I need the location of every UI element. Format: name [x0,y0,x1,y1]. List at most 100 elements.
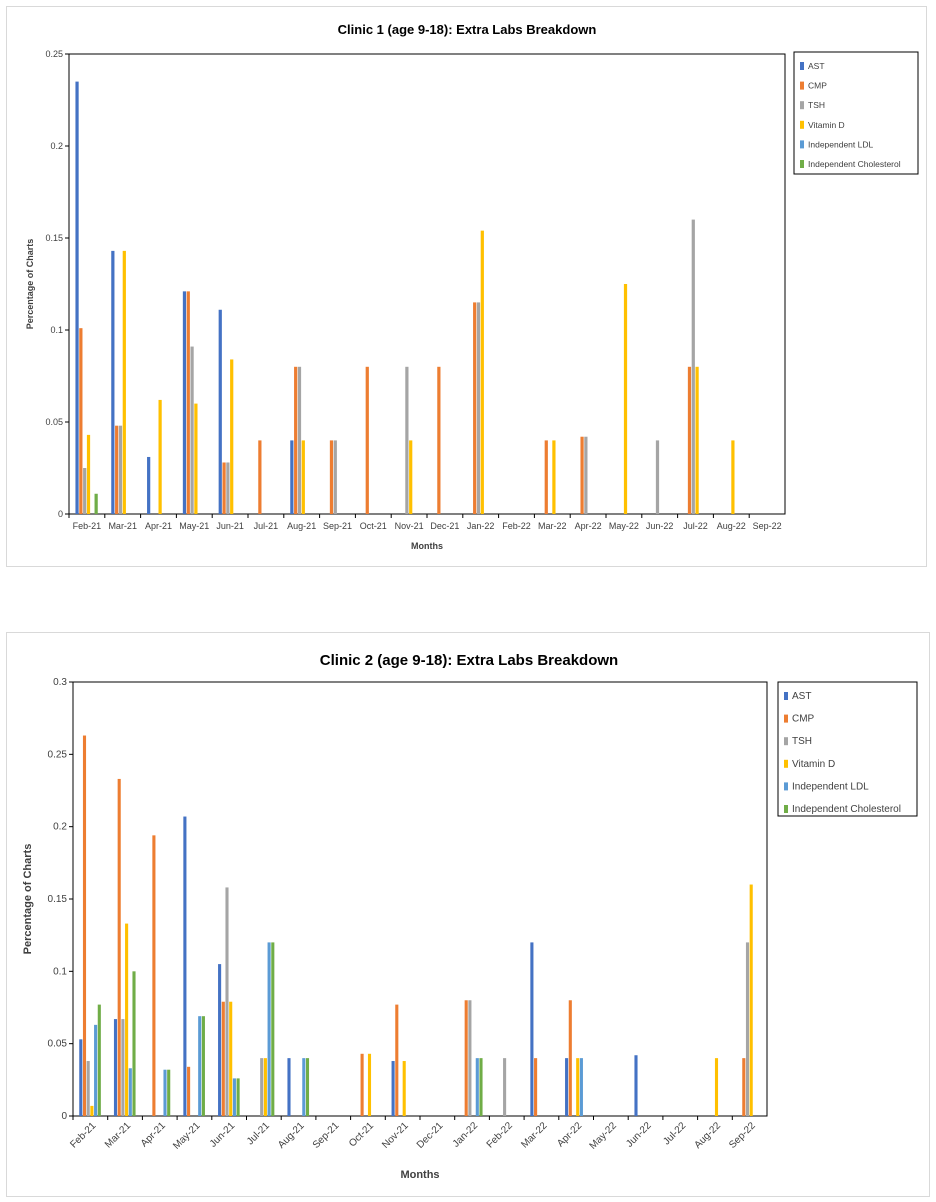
x-tick-label: May-22 [609,521,639,531]
bar-independent-ldl [94,1024,98,1116]
x-tick-label: Feb-22 [485,1120,515,1150]
legend-swatch [784,692,788,700]
bar-cmp [580,436,584,514]
y-axis-label: Percentage of Charts [25,239,35,330]
y-tick-label: 0.05 [45,417,63,427]
bar-tsh [476,302,481,514]
chart-1-svg: Clinic 1 (age 9-18): Extra Labs Breakdow… [25,22,919,551]
x-tick-label: Nov-21 [380,1120,411,1151]
legend-label: Vitamin D [808,120,845,130]
bar-independent-ldl [579,1058,583,1116]
legend-swatch [784,737,788,746]
bar-ast [113,1019,118,1116]
bar-cmp [82,735,87,1116]
bar-vitamin-d [731,440,735,514]
x-tick-label: Jun-22 [624,1120,654,1150]
bar-ast [218,309,222,514]
bar-tsh [655,440,660,514]
bar-cmp [329,440,334,514]
bar-tsh [297,366,302,514]
x-tick-label: Mar-22 [538,521,567,531]
bar-cmp [294,366,298,514]
x-tick-label: Mar-21 [108,521,137,531]
x-tick-label: Mar-21 [103,1120,133,1150]
legend-label: Independent Cholesterol [792,804,901,815]
bar-cmp [437,366,441,514]
x-tick-label: Jul-22 [661,1120,688,1147]
bar-independent-ldl [475,1058,479,1116]
bar-tsh [225,887,229,1116]
legend-label: Vitamin D [792,759,835,770]
bar-ast [182,291,187,514]
bar-vitamin-d [230,359,234,514]
y-tick-label: 0.2 [50,141,63,151]
bar-tsh [468,1000,472,1116]
bar-vitamin-d [552,440,556,514]
bar-cmp [365,366,369,514]
x-tick-label: Jun-22 [646,521,674,531]
y-tick-label: 0.25 [48,749,68,760]
x-tick-label: Nov-21 [395,521,424,531]
bar-vitamin-d [301,440,305,514]
legend-label: Independent LDL [808,139,873,149]
x-tick-label: Jul-22 [683,521,708,531]
legend-label: TSH [792,736,812,747]
x-tick-label: May-21 [171,1120,203,1152]
bar-tsh [83,468,87,514]
bar-independent-cholesterol [201,1016,205,1116]
bar-vitamin-d [480,230,484,514]
bar-independent-cholesterol [97,1004,101,1116]
x-tick-label: Aug-22 [717,521,746,531]
bar-tsh [584,436,588,514]
bar-cmp [258,440,262,514]
x-tick-label: Oct-21 [360,521,387,531]
bar-ast [530,942,534,1116]
bar-tsh [118,425,123,514]
bar-vitamin-d [623,284,628,514]
x-tick-label: Jul-21 [254,521,279,531]
y-tick-label: 0 [58,509,63,519]
bar-vitamin-d [125,923,129,1116]
bar-ast [287,1058,291,1116]
y-tick-label: 0.15 [45,233,63,243]
legend-swatch [800,101,804,110]
bar-tsh [745,942,750,1116]
x-tick-label: Jan-22 [451,1120,481,1150]
x-tick-label: Apr-21 [139,1120,168,1149]
bar-independent-ldl [128,1068,132,1116]
x-axis-label: Months [411,541,443,551]
bar-independent-cholesterol [305,1058,310,1116]
y-tick-label: 0.25 [45,49,63,59]
bar-vitamin-d [194,403,198,514]
x-tick-label: Mar-22 [519,1120,549,1150]
bar-ast [565,1058,569,1116]
bar-cmp [360,1053,364,1116]
y-tick-label: 0.05 [48,1039,68,1050]
bar-vitamin-d [749,884,753,1116]
bar-tsh [226,462,230,514]
legend-swatch [784,782,788,791]
bar-cmp [152,835,156,1116]
bar-vitamin-d [229,1001,233,1116]
x-tick-label: Dec-21 [415,1120,446,1151]
plot-area [68,53,786,515]
bar-vitamin-d [158,399,162,514]
bar-vitamin-d [576,1058,580,1116]
bar-independent-ldl [267,942,271,1116]
bar-cmp [221,1001,225,1116]
x-tick-label: Apr-22 [575,521,602,531]
y-axis-label: Percentage of Charts [22,844,34,955]
x-tick-label: Jun-21 [208,1120,238,1150]
bar-cmp [473,302,477,514]
bar-independent-cholesterol [132,971,136,1116]
x-tick-label: Aug-21 [287,521,316,531]
bar-independent-cholesterol [271,942,275,1116]
x-tick-label: Feb-21 [68,1120,98,1150]
x-tick-label: Dec-21 [430,521,459,531]
bar-cmp [222,462,226,514]
bar-ast [183,816,187,1116]
bar-tsh [405,366,409,514]
y-tick-label: 0 [61,1111,67,1122]
bar-cmp [79,328,83,514]
bar-cmp [544,440,548,514]
